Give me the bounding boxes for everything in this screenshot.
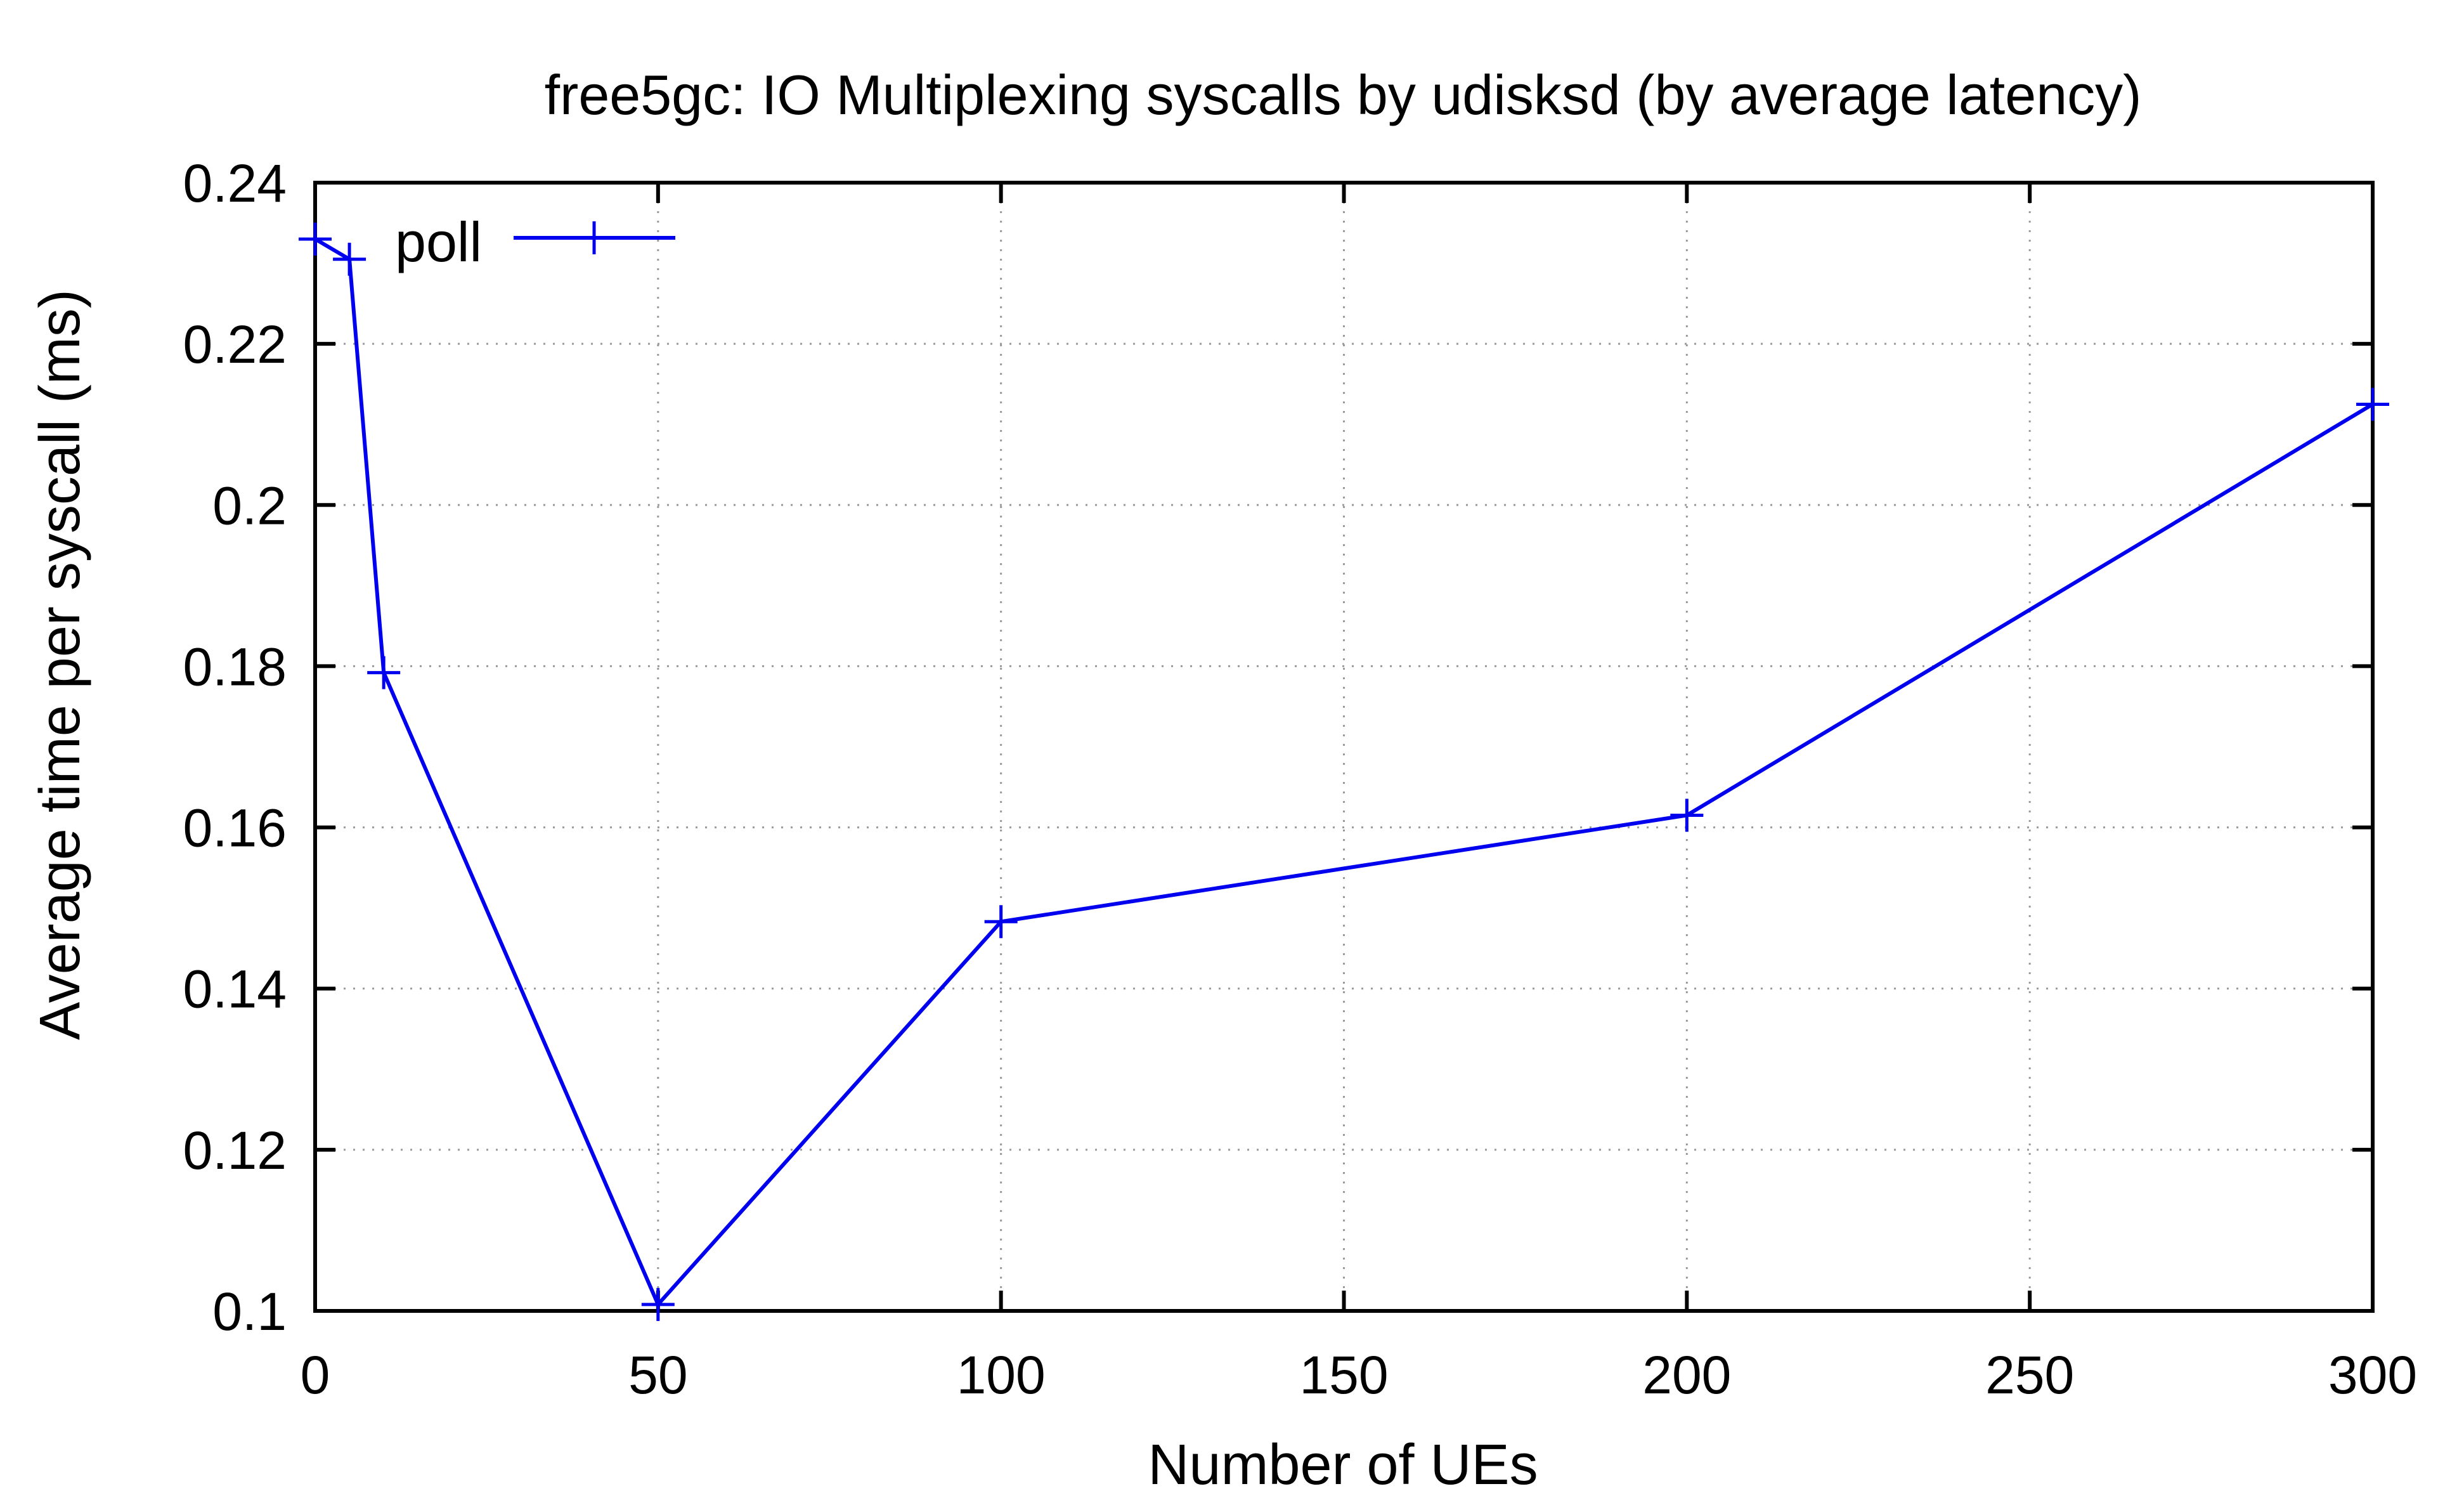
- y-axis-title: Average time per syscall (ms): [29, 289, 92, 1040]
- y-tick-label: 0.18: [183, 637, 287, 696]
- x-axis-title: Number of UEs: [1148, 1433, 1538, 1497]
- y-tick-label: 0.14: [183, 960, 287, 1019]
- plot-frame: [313, 181, 2375, 1313]
- data-point-poll: [984, 905, 1018, 939]
- data-point-poll: [299, 222, 332, 256]
- x-tick-label: 50: [628, 1345, 687, 1405]
- x-tick-label: 300: [2328, 1345, 2417, 1405]
- x-tick-label: 100: [957, 1345, 1046, 1405]
- x-tick-labels: 0 50 100 150 200 250 300: [301, 1345, 2417, 1405]
- x-tick-label: 250: [1985, 1345, 2074, 1405]
- data-point-poll: [2356, 388, 2389, 421]
- data-point-poll: [367, 656, 401, 689]
- x-tick-label: 0: [301, 1345, 330, 1405]
- grid-lines: [315, 183, 2373, 1311]
- y-tick-label: 0.1: [212, 1282, 287, 1341]
- series-layer: [299, 222, 2389, 1321]
- x-tick-label: 200: [1642, 1345, 1731, 1405]
- legend-marker-plus: [578, 221, 611, 254]
- y-tick-label: 0.24: [183, 153, 287, 213]
- data-point-poll: [641, 1287, 675, 1321]
- data-point-poll: [1670, 798, 1704, 832]
- legend-marker-poll: [578, 221, 611, 254]
- data-point-poll: [333, 242, 366, 276]
- legend: poll: [395, 211, 675, 273]
- y-tick-label: 0.12: [183, 1121, 287, 1180]
- legend-label-poll: poll: [395, 211, 482, 273]
- x-tick-label: 150: [1299, 1345, 1388, 1405]
- chart-title: free5gc: IO Multiplexing syscalls by udi…: [545, 63, 2142, 126]
- y-tick-label: 0.22: [183, 315, 287, 374]
- y-tick-label: 0.2: [212, 476, 287, 535]
- y-tick-label: 0.16: [183, 798, 287, 858]
- y-tick-labels: 0.1 0.12 0.14 0.16 0.18 0.2 0.22 0.24: [183, 153, 287, 1341]
